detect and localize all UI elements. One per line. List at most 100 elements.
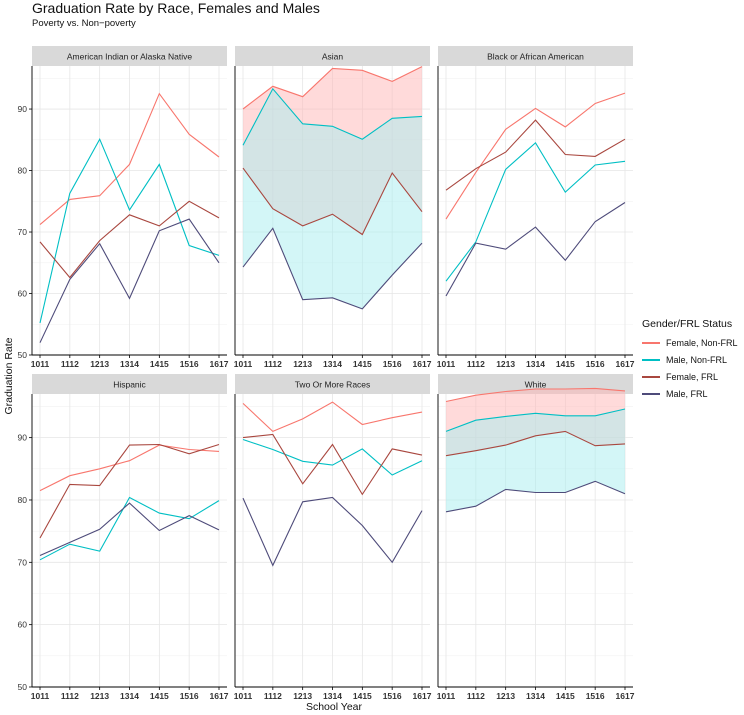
series-line-male-non-frl-american-indian-or-alaska-native xyxy=(39,137,220,324)
y-axis-title: Graduation Rate xyxy=(3,337,15,414)
x-tick-label-1011: 1011 xyxy=(31,359,50,369)
y-tick-label-60: 60 xyxy=(18,289,28,299)
chart-subtitle: Poverty vs. Non−poverty xyxy=(32,18,136,29)
legend-title: Gender/FRL Status xyxy=(642,318,733,330)
x-tick-label-1112: 1112 xyxy=(264,359,282,369)
legend-label-male-frl: Male, FRL xyxy=(666,388,708,399)
series-line-male-non-frl-two-or-more-races xyxy=(242,438,423,476)
series-line-female-non-frl-hispanic xyxy=(39,444,220,492)
x-tick-label-1112: 1112 xyxy=(61,691,79,701)
series-line-female-frl-two-or-more-races xyxy=(242,433,423,496)
legend-item-male-frl: Male, FRL xyxy=(642,385,738,402)
x-tick-label-1415: 1415 xyxy=(353,359,372,369)
series-line-male-frl-american-indian-or-alaska-native xyxy=(39,218,220,343)
panel-title-black-or-african-american: Black or African American xyxy=(487,52,584,62)
series-line-female-frl-american-indian-or-alaska-native xyxy=(39,200,220,279)
panel-strip-american-indian-or-alaska-native xyxy=(32,46,227,66)
x-tick-label-1617: 1617 xyxy=(413,691,432,701)
x-tick-label-1516: 1516 xyxy=(180,359,199,369)
y-tick-label-70: 70 xyxy=(18,227,28,237)
series-line-female-frl-white xyxy=(445,430,626,457)
series-line-female-non-frl-black-or-african-american xyxy=(445,92,626,220)
panel-strip-two-or-more-races xyxy=(235,374,430,394)
x-tick-label-1617: 1617 xyxy=(616,359,635,369)
panel-title-hispanic: Hispanic xyxy=(113,380,146,390)
x-tick-label-1516: 1516 xyxy=(586,359,605,369)
y-tick-label-50: 50 xyxy=(18,350,28,360)
x-tick-label-1011: 1011 xyxy=(31,691,50,701)
x-tick-label-1415: 1415 xyxy=(150,691,169,701)
x-tick-label-1415: 1415 xyxy=(556,359,575,369)
y-tick-label-80: 80 xyxy=(18,166,28,176)
legend-label-male-non-frl: Male, Non-FRL xyxy=(666,354,728,365)
series-line-male-non-frl-asian xyxy=(242,87,423,146)
series-line-male-frl-white xyxy=(445,480,626,513)
legend-key-female-non-frl xyxy=(642,341,660,344)
legend-key-male-non-frl xyxy=(642,358,660,361)
y-tick-label-60: 60 xyxy=(18,620,28,630)
x-tick-label-1516: 1516 xyxy=(180,691,199,701)
x-axis-title: School Year xyxy=(306,701,363,713)
x-tick-label-1314: 1314 xyxy=(323,359,342,369)
legend-label-female-frl: Female, FRL xyxy=(666,371,719,382)
series-line-male-non-frl-white xyxy=(445,408,626,432)
x-tick-label-1213: 1213 xyxy=(496,691,515,701)
legend-item-male-non-frl: Male, Non-FRL xyxy=(642,351,738,368)
legend-key-male-frl xyxy=(642,392,660,395)
x-tick-label-1516: 1516 xyxy=(383,691,402,701)
series-line-male-frl-black-or-african-american xyxy=(445,202,626,297)
ribbon-male-asian xyxy=(243,88,422,309)
x-tick-label-1516: 1516 xyxy=(383,359,402,369)
x-tick-label-1314: 1314 xyxy=(323,691,342,701)
x-tick-label-1314: 1314 xyxy=(526,691,545,701)
y-tick-label-70: 70 xyxy=(18,557,28,567)
x-tick-label-1112: 1112 xyxy=(467,691,485,701)
panel-strip-black-or-african-american xyxy=(438,46,633,66)
ribbon-male-white xyxy=(446,409,625,512)
panel-strip-hispanic xyxy=(32,374,227,394)
x-tick-label-1213: 1213 xyxy=(90,691,109,701)
chart-title: Graduation Rate by Race, Females and Mal… xyxy=(32,0,320,16)
series-line-male-frl-hispanic xyxy=(39,502,220,557)
y-tick-label-90: 90 xyxy=(18,433,28,443)
series-line-male-frl-two-or-more-races xyxy=(242,496,423,567)
x-tick-label-1415: 1415 xyxy=(150,359,169,369)
x-tick-label-1314: 1314 xyxy=(120,691,139,701)
panel-title-two-or-more-races: Two Or More Races xyxy=(295,380,371,390)
series-line-female-frl-black-or-african-american xyxy=(445,119,626,191)
x-tick-label-1516: 1516 xyxy=(586,691,605,701)
series-line-female-non-frl-two-or-more-races xyxy=(242,401,423,433)
series-line-female-non-frl-american-indian-or-alaska-native xyxy=(39,92,220,226)
x-tick-label-1112: 1112 xyxy=(467,359,485,369)
legend-key-female-frl xyxy=(642,375,660,378)
y-tick-label-50: 50 xyxy=(18,682,28,692)
x-tick-label-1617: 1617 xyxy=(210,359,229,369)
x-tick-label-1011: 1011 xyxy=(234,359,253,369)
legend: Gender/FRL Status Female, Non-FRL Male, … xyxy=(642,318,738,402)
series-line-male-non-frl-hispanic xyxy=(39,496,220,561)
x-tick-label-1415: 1415 xyxy=(353,691,372,701)
x-tick-label-1213: 1213 xyxy=(293,691,312,701)
x-tick-label-1112: 1112 xyxy=(61,359,79,369)
panel-title-white: White xyxy=(525,380,547,390)
x-tick-label-1213: 1213 xyxy=(293,359,312,369)
x-tick-label-1011: 1011 xyxy=(234,691,253,701)
legend-label-female-non-frl: Female, Non-FRL xyxy=(666,337,738,348)
series-line-male-non-frl-black-or-african-american xyxy=(445,142,626,282)
y-tick-label-90: 90 xyxy=(18,104,28,114)
y-tick-label-80: 80 xyxy=(18,495,28,505)
panel-title-asian: Asian xyxy=(322,52,344,62)
series-line-female-non-frl-white xyxy=(445,387,626,403)
x-tick-label-1617: 1617 xyxy=(616,691,635,701)
x-tick-label-1213: 1213 xyxy=(90,359,109,369)
panel-title-american-indian-or-alaska-native: American Indian or Alaska Native xyxy=(67,52,192,62)
x-tick-label-1213: 1213 xyxy=(496,359,515,369)
panel-strip-asian xyxy=(235,46,430,66)
legend-item-female-non-frl: Female, Non-FRL xyxy=(642,334,738,351)
series-line-male-frl-asian xyxy=(242,227,423,310)
x-tick-label-1617: 1617 xyxy=(413,359,432,369)
x-tick-label-1617: 1617 xyxy=(210,691,229,701)
x-tick-label-1112: 1112 xyxy=(264,691,282,701)
x-tick-label-1011: 1011 xyxy=(437,359,456,369)
